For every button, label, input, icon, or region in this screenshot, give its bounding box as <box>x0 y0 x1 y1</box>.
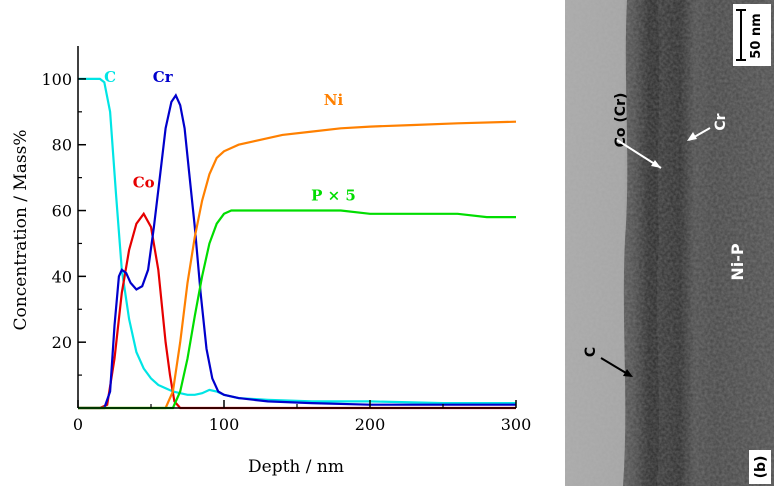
depth-profile-chart: 0 100 200 300 20 40 60 80 100 C Co Cr Ni P × 5 Depth… <box>11 46 531 477</box>
series-label-2: Cr <box>153 68 174 86</box>
x-tick-label-2: 200 <box>355 415 386 434</box>
y-tick-label-4: 100 <box>41 70 72 89</box>
series-label-4: P × 5 <box>311 187 356 205</box>
y-tick-label-2: 60 <box>52 202 72 221</box>
label-c: C <box>583 347 599 357</box>
scale-bar-label: 50 nm <box>749 13 764 58</box>
grain-texture <box>565 0 774 486</box>
x-tick-label-1: 100 <box>209 415 240 434</box>
label-cr: Cr <box>713 113 729 130</box>
y-tick-label-3: 80 <box>52 136 72 155</box>
series-line-4 <box>78 209 516 410</box>
y-axis-label: Concentration / Mass% <box>11 130 31 331</box>
x-tick-label-3: 300 <box>501 415 532 434</box>
scale-bar-box <box>733 4 771 66</box>
series-line-0 <box>78 77 516 405</box>
x-tick-label-0: 0 <box>73 415 83 434</box>
series-label-3: Ni <box>324 91 344 109</box>
panel-label: (b) <box>753 456 769 479</box>
plot-area <box>78 77 517 410</box>
label-co-cr: Co (Cr) <box>613 93 629 148</box>
series-label-1: Co <box>133 174 155 192</box>
y-tick-label-0: 20 <box>52 333 72 352</box>
x-axis-label: Depth / nm <box>248 457 344 477</box>
axes: 0 100 200 300 20 40 60 80 100 <box>41 46 531 434</box>
arrow-co-cr-head <box>651 160 661 168</box>
series-labels: C Co Cr Ni P × 5 <box>104 68 356 205</box>
arrow-c-head <box>623 369 633 377</box>
series-line-1 <box>78 211 516 410</box>
series-line-2 <box>78 93 516 410</box>
series-line-3 <box>78 120 517 410</box>
arrow-cr-head <box>687 132 697 141</box>
series-label-0: C <box>104 68 116 86</box>
label-ni-p: Ni-P <box>728 243 747 281</box>
panel-label-box <box>749 450 771 484</box>
y-tick-label-1: 40 <box>52 267 72 286</box>
tem-micrograph: 50 nm Co (Cr) Cr Ni-P C (b) <box>565 0 774 486</box>
